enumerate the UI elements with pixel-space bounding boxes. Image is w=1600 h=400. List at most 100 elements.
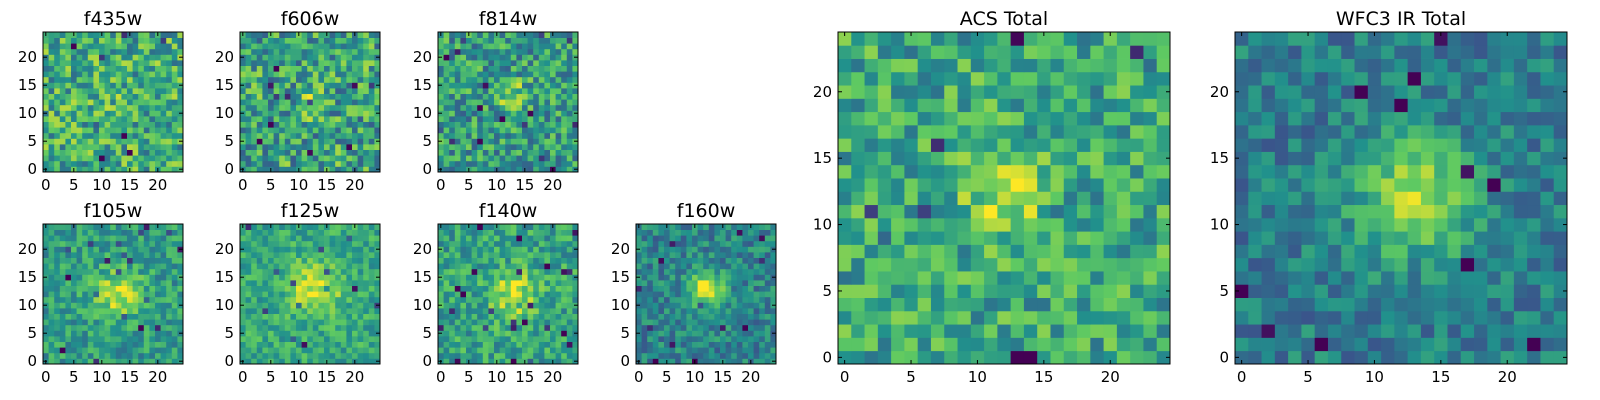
heatmap-cell: [59, 65, 66, 72]
heatmap-cell: [566, 336, 573, 342]
heatmap-cell: [115, 324, 122, 331]
heatmap-cell: [1156, 244, 1171, 259]
heatmap-cell: [340, 330, 347, 337]
heatmap-cell: [561, 99, 568, 106]
heatmap-cell: [279, 358, 286, 365]
heatmap-cell: [482, 48, 489, 55]
heatmap-cell: [318, 76, 325, 83]
heatmap-cell: [466, 308, 472, 314]
heatmap-cell: [477, 336, 484, 342]
heatmap-cell: [87, 138, 94, 145]
axes-frame-f105w: [42, 223, 184, 365]
heatmap-cell: [550, 347, 556, 354]
heatmap-cell: [104, 43, 111, 50]
heatmap-cell: [636, 347, 642, 354]
heatmap-cell: [566, 319, 573, 326]
heatmap-cell: [312, 43, 319, 50]
heatmap-cell: [59, 32, 66, 38]
heatmap-cell: [443, 324, 450, 331]
heatmap-cell: [697, 224, 704, 230]
heatmap-cell: [505, 235, 512, 242]
heatmap-cell: [110, 252, 117, 258]
heatmap-cell: [166, 302, 173, 309]
heatmap-cell: [132, 132, 139, 139]
heatmap-cell: [104, 155, 111, 162]
heatmap-cell: [544, 104, 551, 111]
heatmap-cell: [443, 352, 450, 359]
heatmap-cell: [138, 82, 145, 89]
heatmap-cell: [284, 330, 291, 337]
heatmap-cell: [703, 324, 710, 331]
heatmap-cell: [544, 43, 551, 50]
heatmap-cell: [115, 37, 122, 44]
heatmap-cell: [736, 302, 743, 309]
heatmap-cell: [166, 160, 173, 167]
heatmap-cell: [54, 76, 61, 83]
heatmap-cell: [477, 160, 484, 167]
heatmap-cell: [449, 149, 456, 156]
heatmap-cell: [368, 76, 375, 83]
heatmap-cell: [357, 37, 364, 44]
heatmap-cell: [997, 284, 1012, 298]
heatmap-cell: [115, 166, 122, 173]
heatmap-cell: [166, 37, 173, 44]
heatmap-cell: [177, 121, 184, 128]
heatmap-cell: [449, 235, 456, 242]
heatmap-cell: [725, 291, 732, 298]
heatmap-cell: [329, 263, 336, 270]
heatmap-cell: [505, 127, 512, 134]
heatmap-cell: [268, 121, 274, 128]
heatmap-cell: [284, 160, 291, 167]
heatmap-cell: [256, 324, 263, 331]
heatmap-cell: [714, 302, 721, 309]
heatmap-cell: [944, 284, 958, 298]
heatmap-cell: [566, 32, 573, 38]
heatmap-cell: [1010, 297, 1025, 312]
heatmap-cell: [171, 313, 178, 320]
heatmap-cell: [115, 160, 122, 167]
heatmap-cell: [438, 88, 444, 94]
heatmap-cell: [1077, 178, 1091, 192]
heatmap-cell: [251, 82, 258, 89]
heatmap-cell: [764, 246, 771, 253]
heatmap-cell: [516, 132, 523, 139]
heatmap-cell: [307, 285, 314, 292]
heatmap-cell: [301, 54, 308, 61]
heatmap-cell: [245, 60, 252, 66]
heatmap-cell: [510, 229, 517, 236]
heatmap-cell: [443, 347, 450, 354]
heatmap-cell: [76, 324, 83, 331]
heatmap-cell: [273, 308, 280, 314]
heatmap-cell: [438, 155, 444, 162]
heatmap-cell: [917, 337, 932, 352]
heatmap-cell: [572, 43, 579, 50]
heatmap-cell: [127, 341, 133, 348]
heatmap-cell: [566, 347, 573, 354]
heatmap-cell: [93, 330, 100, 337]
heatmap-cell: [944, 350, 958, 365]
heatmap-cell: [284, 229, 291, 236]
heatmap-cell: [454, 138, 461, 145]
heatmap-cell: [658, 341, 665, 348]
heatmap-cell: [115, 274, 122, 281]
heatmap-cell: [93, 235, 100, 242]
heatmap-cell: [363, 330, 370, 337]
heatmap-cell: [494, 308, 500, 314]
heatmap-cell: [104, 76, 111, 83]
heatmap-cell: [352, 121, 358, 128]
heatmap-cell: [177, 263, 184, 270]
heatmap-cell: [984, 244, 998, 259]
heatmap-cell: [290, 110, 297, 117]
heatmap-cell: [346, 313, 353, 320]
heatmap-cell: [1050, 178, 1065, 192]
heatmap-cell: [748, 285, 754, 292]
heatmap-cell: [340, 302, 347, 309]
heatmap-cell: [290, 121, 297, 128]
heatmap-cell: [917, 178, 932, 192]
heatmap-cell: [251, 352, 258, 359]
heatmap-cell: [87, 48, 94, 55]
heatmap-cell: [544, 116, 551, 122]
heatmap-cell: [268, 37, 274, 44]
heatmap-cell: [138, 324, 145, 331]
heatmap-cell: [488, 252, 495, 258]
